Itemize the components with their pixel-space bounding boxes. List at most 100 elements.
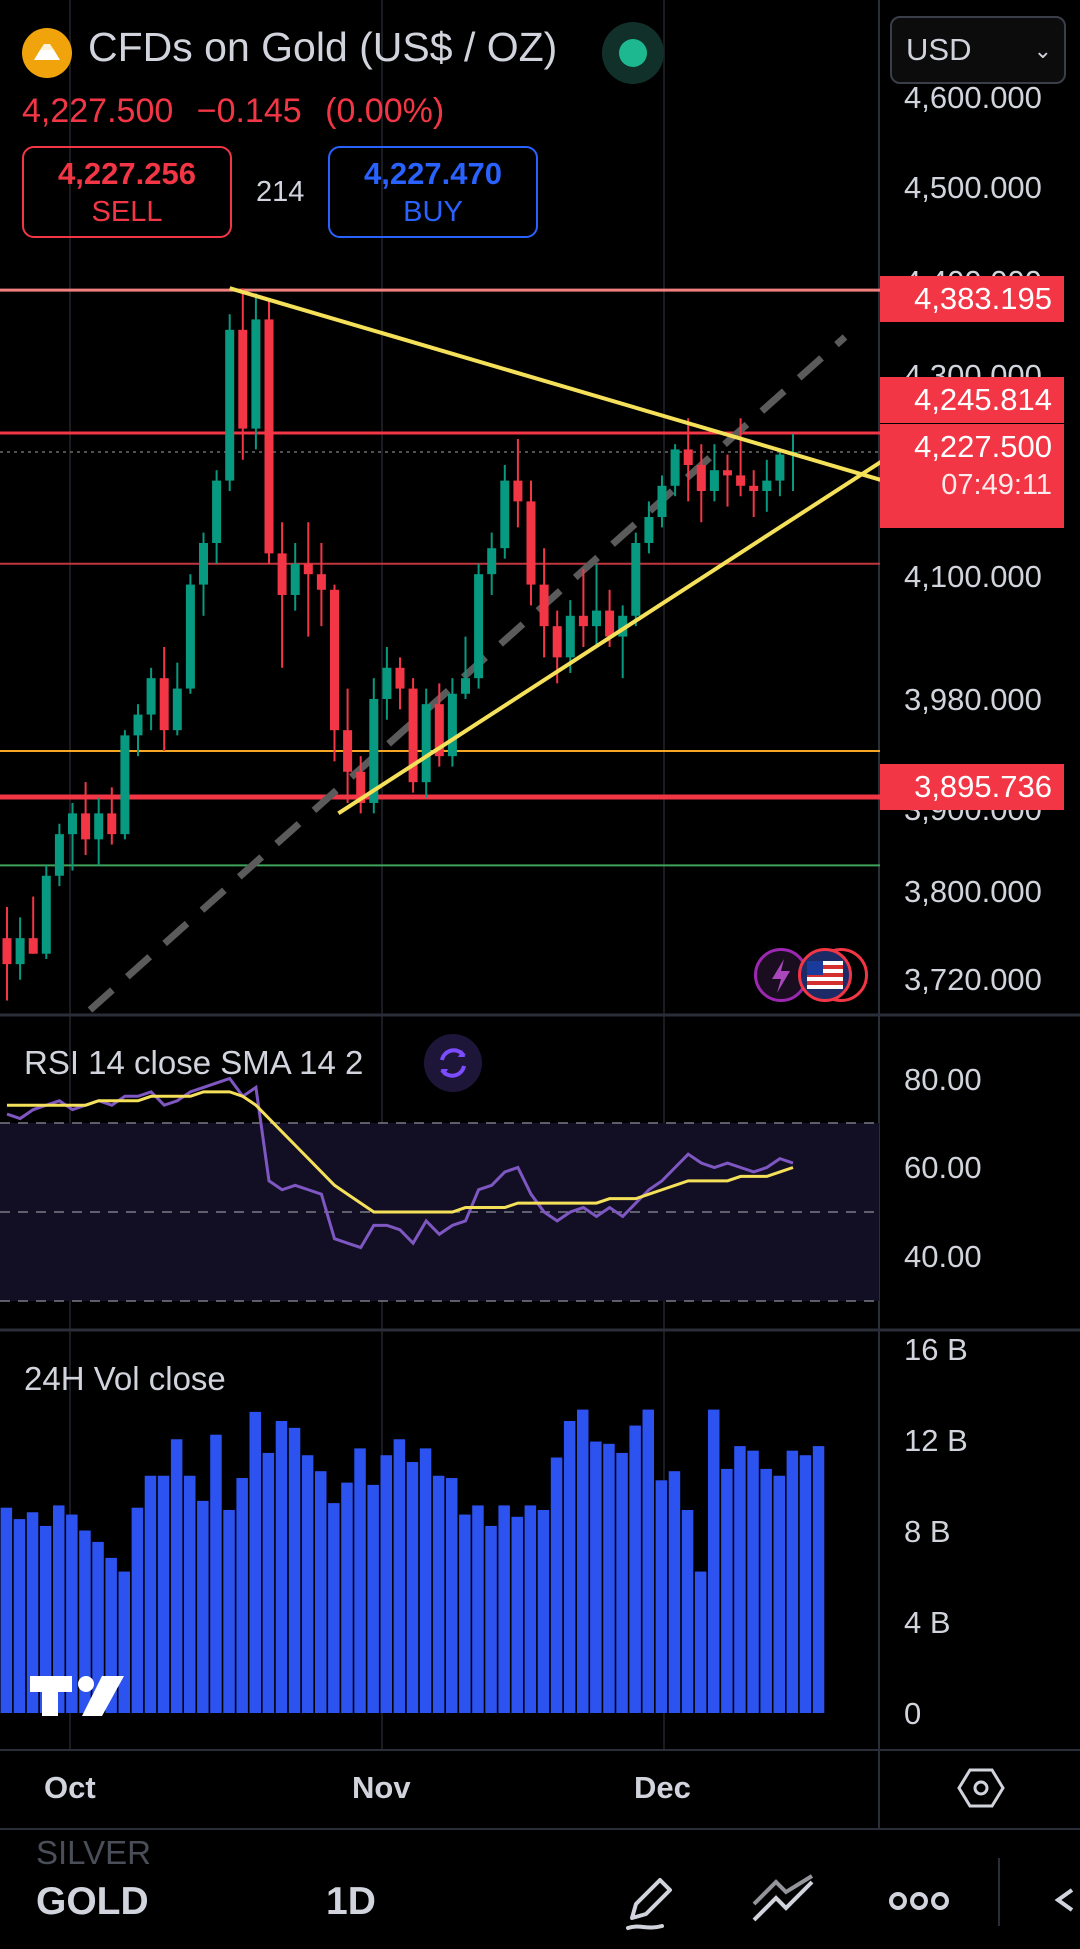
volume-bar	[498, 1505, 510, 1713]
candle-body	[408, 688, 418, 783]
rsi-indicator-label[interactable]: RSI 14 close SMA 14 2	[24, 1044, 364, 1081]
candle-body	[736, 475, 746, 486]
candlestick-series	[2, 288, 798, 1001]
volume-bar	[92, 1541, 104, 1713]
trendline-drawings[interactable]	[229, 286, 895, 816]
volume-bar	[419, 1448, 432, 1713]
candle-body	[592, 610, 601, 627]
candle-body	[552, 626, 562, 658]
candle-body	[631, 542, 641, 616]
chevron-down-icon: ⌄	[1033, 38, 1052, 63]
volume-bar	[380, 1455, 392, 1713]
us-flag-event-icon[interactable]	[798, 948, 852, 1002]
candle-body	[290, 563, 300, 595]
volume-bar	[144, 1475, 157, 1713]
volume-bar	[799, 1455, 812, 1713]
support-price-tag: 3,895.736	[880, 764, 1064, 810]
price-tick: 4,100.000	[904, 559, 1042, 594]
price-change-pct: (0.00%)	[325, 92, 445, 130]
gold-logo-icon	[22, 28, 72, 78]
previous-symbol-label[interactable]: SILVER	[36, 1834, 151, 1871]
volume-bar	[288, 1427, 301, 1713]
trend-line-icon[interactable]	[748, 1874, 820, 1935]
spread-value: 214	[256, 176, 305, 208]
volume-bar	[79, 1530, 91, 1713]
price-summary: 4,227.500 −0.145 (0.00%)	[22, 92, 458, 131]
volume-bar	[773, 1475, 785, 1713]
sell-label: SELL	[91, 196, 163, 228]
tradingview-logo-icon	[30, 1676, 124, 1716]
symbol-selector[interactable]: GOLD	[36, 1880, 149, 1923]
candle-body	[159, 678, 169, 731]
volume-bar	[812, 1446, 825, 1713]
volume-bar	[681, 1509, 694, 1713]
candle-body	[185, 584, 195, 689]
candle-body	[526, 501, 536, 585]
volume-bar	[223, 1509, 235, 1713]
price-tick: 4,500.000	[904, 170, 1042, 205]
candle-body	[762, 480, 772, 491]
candle-body	[474, 574, 484, 679]
buy-button[interactable]: 4,227.470 BUY	[328, 146, 538, 238]
bottom-toolbar: SILVER GOLD 1D	[0, 1828, 1080, 1949]
candle-body	[316, 574, 326, 590]
candle-body	[277, 553, 287, 595]
candle-body	[434, 704, 444, 757]
volume-bar	[524, 1505, 537, 1713]
time-tick: Nov	[352, 1770, 411, 1805]
interval-selector[interactable]: 1D	[326, 1880, 376, 1923]
volume-bar	[786, 1450, 799, 1713]
volume-bar	[550, 1457, 563, 1713]
volume-bar	[184, 1475, 196, 1713]
more-icon[interactable]	[888, 1886, 950, 1921]
volume-bar	[157, 1475, 170, 1713]
volume-bars	[0, 1409, 825, 1713]
candle-body	[605, 610, 615, 637]
volume-indicator-label[interactable]: 24H Vol close	[24, 1360, 226, 1397]
candle-body	[264, 319, 274, 554]
candle-body	[212, 480, 222, 543]
volume-bar	[590, 1441, 602, 1713]
market-status-icon[interactable]	[602, 22, 664, 84]
rsi-tick: 80.00	[904, 1062, 982, 1097]
sell-button[interactable]: 4,227.256 SELL	[22, 146, 232, 238]
rsi-line	[6, 1076, 794, 1250]
buy-price: 4,227.470	[364, 156, 502, 191]
volume-bar	[341, 1482, 353, 1713]
volume-bar	[472, 1505, 484, 1713]
high-price-tag: 4,383.195	[880, 276, 1064, 322]
refresh-indicator-icon[interactable]	[424, 1034, 482, 1092]
candle-body	[343, 730, 353, 772]
candle-body	[172, 688, 182, 731]
candle-body	[565, 615, 575, 658]
candle-body	[15, 938, 25, 965]
price-tick: 4,600.000	[904, 80, 1042, 115]
candle-body	[251, 319, 261, 429]
candle-body	[356, 771, 366, 803]
volume-bar	[354, 1448, 366, 1713]
volume-bar	[262, 1452, 275, 1713]
candle-body	[28, 938, 38, 954]
time-tick: Dec	[634, 1770, 691, 1805]
symbol-title[interactable]: CFDs on Gold (US$ / OZ)	[88, 24, 558, 70]
candle-body	[54, 834, 64, 876]
candle-body	[709, 470, 719, 491]
currency-select[interactable]: USD ⌄	[890, 16, 1066, 84]
volume-bar	[275, 1421, 288, 1713]
pencil-icon[interactable]	[618, 1870, 678, 1939]
candle-body	[94, 813, 104, 840]
volume-bar	[406, 1462, 419, 1713]
volume-bar	[249, 1411, 261, 1713]
chart-settings-icon[interactable]	[956, 1766, 1006, 1815]
volume-bar	[432, 1475, 445, 1713]
volume-bar	[53, 1505, 65, 1713]
candle-body	[487, 548, 497, 575]
candle-body	[369, 698, 379, 803]
price-tick: 3,980.000	[904, 682, 1042, 717]
rsi-tick: 40.00	[904, 1239, 982, 1274]
volume-bar	[328, 1503, 340, 1713]
candle-body	[330, 589, 339, 731]
volume-bar	[236, 1478, 248, 1713]
collapse-arrow-icon[interactable]	[1050, 1882, 1074, 1923]
